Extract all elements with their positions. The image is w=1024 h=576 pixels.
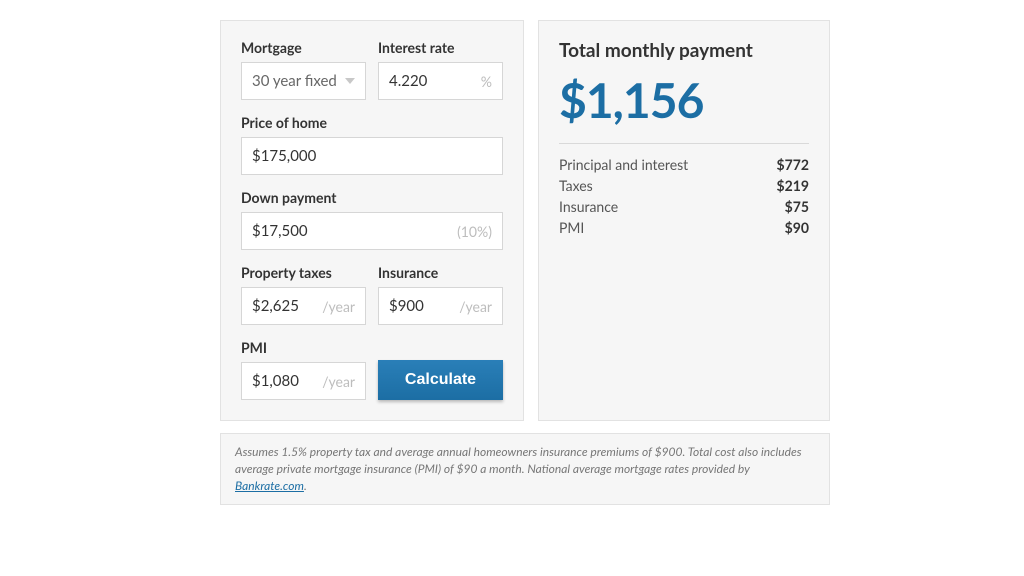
line-label: PMI	[559, 219, 584, 236]
property-taxes-input[interactable]	[252, 297, 314, 315]
line-label: Taxes	[559, 177, 593, 194]
pmi-label: PMI	[241, 339, 366, 356]
interest-rate-input-wrap: %	[378, 62, 503, 100]
interest-rate-label: Interest rate	[378, 39, 503, 56]
results-divider	[559, 143, 809, 144]
price-of-home-input-wrap	[241, 137, 503, 175]
property-taxes-label: Property taxes	[241, 264, 366, 281]
total-monthly-payment: $1,156	[559, 72, 809, 129]
mortgage-selected-value: 30 year fixed	[252, 72, 337, 90]
down-payment-percent: (10%)	[457, 223, 492, 240]
insurance-input[interactable]	[389, 297, 451, 315]
results-title: Total monthly payment	[559, 39, 809, 62]
inputs-panel: Mortgage 30 year fixed Interest rate % P…	[220, 20, 524, 421]
chevron-down-icon	[345, 78, 355, 84]
price-of-home-label: Price of home	[241, 114, 503, 131]
line-value: $219	[777, 177, 809, 194]
mortgage-label: Mortgage	[241, 39, 366, 56]
insurance-suffix: /year	[459, 298, 492, 315]
footnote-link[interactable]: Bankrate.com	[235, 478, 304, 493]
line-label: Insurance	[559, 198, 618, 215]
down-payment-input[interactable]	[252, 222, 457, 240]
down-payment-label: Down payment	[241, 189, 503, 206]
line-value: $90	[785, 219, 809, 236]
pmi-input-wrap: /year	[241, 362, 366, 400]
mortgage-calculator: Mortgage 30 year fixed Interest rate % P…	[220, 20, 830, 421]
line-pmi: PMI $90	[559, 219, 809, 236]
line-taxes: Taxes $219	[559, 177, 809, 194]
insurance-input-wrap: /year	[378, 287, 503, 325]
price-of-home-input[interactable]	[252, 147, 492, 165]
line-value: $772	[777, 156, 809, 173]
pmi-input[interactable]	[252, 372, 314, 390]
footnote: Assumes 1.5% property tax and average an…	[220, 433, 830, 505]
calculate-button[interactable]: Calculate	[378, 360, 503, 400]
footnote-text-before: Assumes 1.5% property tax and average an…	[235, 444, 802, 476]
footnote-text-after: .	[304, 478, 307, 493]
insurance-label: Insurance	[378, 264, 503, 281]
line-insurance: Insurance $75	[559, 198, 809, 215]
line-principal-interest: Principal and interest $772	[559, 156, 809, 173]
interest-rate-input[interactable]	[389, 72, 481, 90]
mortgage-select[interactable]: 30 year fixed	[241, 62, 366, 100]
results-panel: Total monthly payment $1,156 Principal a…	[538, 20, 830, 421]
line-value: $75	[785, 198, 809, 215]
line-label: Principal and interest	[559, 156, 688, 173]
pmi-suffix: /year	[322, 373, 355, 390]
property-taxes-suffix: /year	[322, 298, 355, 315]
property-taxes-input-wrap: /year	[241, 287, 366, 325]
interest-rate-suffix: %	[481, 73, 492, 90]
down-payment-input-wrap: (10%)	[241, 212, 503, 250]
